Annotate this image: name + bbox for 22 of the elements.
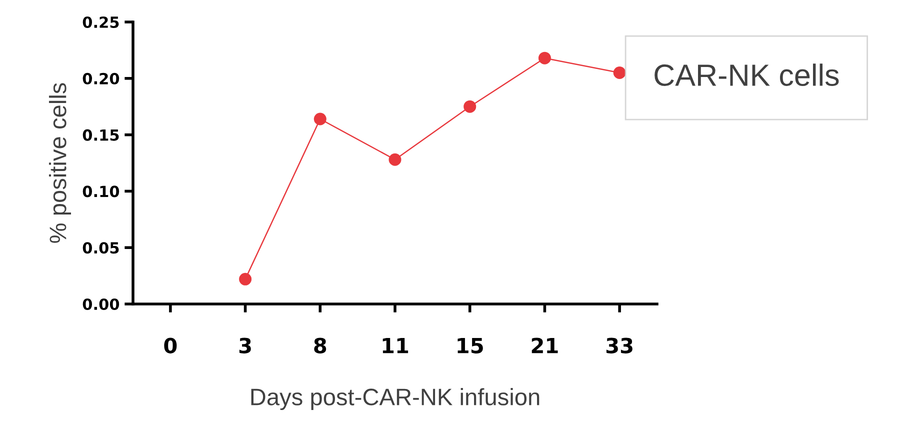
x-tick-label: 0 xyxy=(164,338,177,354)
x-tick-label: 21 xyxy=(532,338,558,354)
x-tick-label: 11 xyxy=(382,338,408,354)
y-tick-label: 0.15 xyxy=(82,129,119,141)
y-tick-label: 0.20 xyxy=(82,72,120,84)
x-tick-label: 3 xyxy=(239,338,251,354)
point xyxy=(388,153,402,166)
x-tick-label: 15 xyxy=(458,338,483,354)
y-tick-label: 0.10 xyxy=(82,186,120,198)
y-tick-label: 0.00 xyxy=(82,298,120,310)
point xyxy=(239,272,252,286)
point xyxy=(613,66,626,80)
x-tick-label: 33 xyxy=(606,338,632,354)
series-label: CAR-NK cells xyxy=(654,64,839,86)
point xyxy=(314,112,326,126)
x-tick-label: 8 xyxy=(314,338,326,354)
point xyxy=(464,100,476,113)
y-axis-title: % positive cells xyxy=(48,83,71,243)
x-axis-title: Days post-CAR-NK infusion xyxy=(251,388,540,410)
point xyxy=(538,52,551,64)
y-tick-label: 0.25 xyxy=(82,16,119,28)
y-tick-label: 0.05 xyxy=(82,242,119,254)
